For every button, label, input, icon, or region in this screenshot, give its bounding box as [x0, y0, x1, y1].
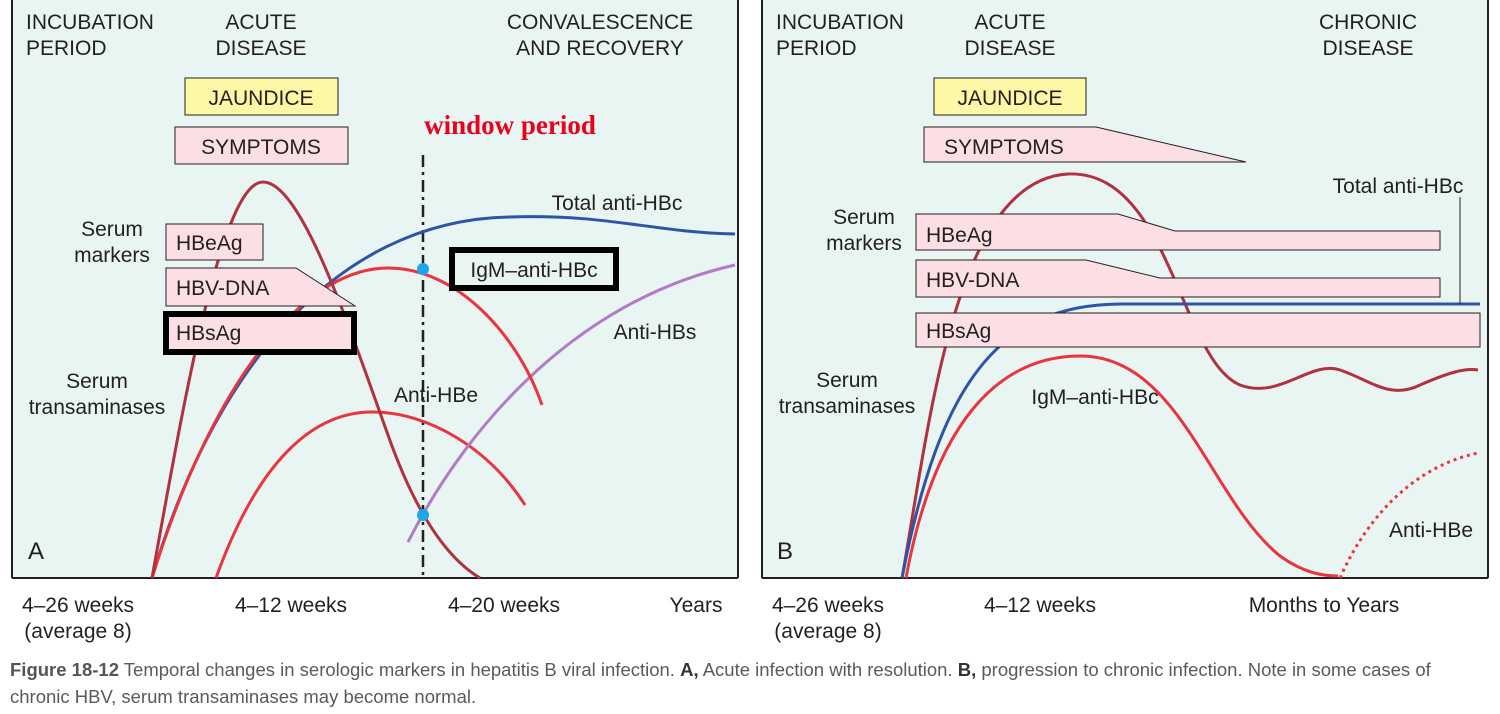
hbeag-label-b: HBeAg [926, 224, 993, 247]
hbvdna-box-b [915, 259, 1441, 298]
phase-chronic-line1: CHRONIC [1319, 11, 1417, 34]
x-label-recovery-a: 4–20 weeks [448, 594, 560, 617]
phase-chronic-line2: DISEASE [1322, 37, 1413, 60]
igm-anti-hbc-label-b: IgM–anti-HBc [1031, 386, 1158, 409]
caption-text-2: Acute infection with resolution. [698, 659, 958, 680]
hbvdna-label: HBV-DNA [176, 277, 269, 300]
window-marker-igm [417, 263, 429, 275]
igm-anti-hbc-curve-b [904, 354, 1339, 579]
igm-anti-hbc-label: IgM–anti-HBc [470, 259, 597, 282]
x-label-acute-b: 4–12 weeks [984, 594, 1096, 617]
total-anti-hbc-curve-b [900, 302, 1480, 579]
serum-transaminases-label-b-line2: transaminases [779, 395, 916, 418]
phase-incubation-b-line1: INCUBATION [776, 11, 904, 34]
igm-anti-hbc-curve [150, 266, 544, 579]
serum-markers-label-line1: Serum [81, 218, 143, 241]
serum-transaminases-label-b-line1: Serum [816, 369, 878, 392]
serum-markers-label-b-line1: Serum [833, 206, 895, 229]
phase-acute-line2: DISEASE [215, 37, 306, 60]
x-label-incubation-b-line2: (average 8) [774, 620, 881, 643]
jaundice-box-b [933, 77, 1087, 116]
hbsag-box [163, 311, 357, 355]
serum-markers-label-line2: markers [74, 244, 150, 267]
panel-a: INCUBATION PERIOD ACUTE DISEASE CONVALES… [11, 0, 739, 643]
phase-incubation-line2: PERIOD [26, 37, 107, 60]
symptoms-label: SYMPTOMS [201, 136, 321, 159]
x-label-acute-a: 4–12 weeks [235, 594, 347, 617]
phase-incubation-b-line2: PERIOD [776, 37, 857, 60]
hbsag-label-b: HBsAg [926, 320, 991, 343]
serum-markers-label-b-line2: markers [826, 232, 902, 255]
window-marker-transaminases [417, 509, 429, 521]
anti-hbs-label: Anti-HBs [614, 321, 697, 344]
hbsag-box-b [915, 312, 1481, 348]
anti-hbe-curve [214, 410, 527, 579]
jaundice-label: JAUNDICE [208, 87, 313, 110]
panel-a-letter: A [28, 538, 44, 565]
x-label-incubation-b-line1: 4–26 weeks [772, 594, 884, 617]
total-anti-hbc-label-b: Total anti-HBc [1333, 175, 1464, 198]
symptoms-box [174, 126, 349, 165]
x-label-incubation-a-line1: 4–26 weeks [22, 594, 134, 617]
symptoms-box-b [923, 126, 1247, 163]
panel-b-letter: B [777, 538, 793, 565]
jaundice-label-b: JAUNDICE [957, 87, 1062, 110]
caption-text-3: progression to chronic infection. Note i… [10, 659, 1431, 707]
serum-transaminases-label-line2: transaminases [29, 396, 166, 419]
x-label-chronic-b: Months to Years [1249, 594, 1400, 617]
phase-incubation-line1: INCUBATION [26, 11, 154, 34]
hbvdna-box [165, 267, 357, 307]
anti-hbe-label: Anti-HBe [394, 384, 478, 407]
panel-b: INCUBATION PERIOD ACUTE DISEASE CHRONIC … [761, 0, 1489, 643]
panel-a-background [12, 0, 738, 578]
hbeag-box [165, 223, 264, 261]
figure-caption: Figure 18-12 Temporal changes in serolog… [10, 656, 1490, 710]
caption-a-label: A, [680, 659, 699, 680]
window-period-label: window period [424, 110, 596, 140]
phase-acute-b-line2: DISEASE [964, 37, 1055, 60]
serum-transaminases-label-line1: Serum [66, 370, 128, 393]
x-label-end-a: Years [670, 594, 723, 617]
caption-b-label: B, [957, 659, 977, 680]
hbvdna-label-b: HBV-DNA [926, 269, 1019, 292]
jaundice-box [184, 77, 339, 116]
x-label-incubation-a-line2: (average 8) [24, 620, 131, 643]
phase-acute-line1: ACUTE [225, 11, 296, 34]
igm-anti-hbc-label-box [449, 247, 619, 291]
hbeag-box-b [915, 213, 1441, 251]
symptoms-label-b: SYMPTOMS [944, 136, 1064, 159]
phase-acute-b-line1: ACUTE [974, 11, 1045, 34]
phase-recovery-line2: AND RECOVERY [516, 37, 684, 60]
hbsag-label: HBsAg [176, 322, 241, 345]
figure-label: Figure 18-12 [10, 659, 119, 680]
hbeag-label: HBeAg [176, 232, 243, 255]
total-anti-hbc-label: Total anti-HBc [552, 192, 683, 215]
phase-recovery-line1: CONVALESCENCE [507, 11, 693, 34]
caption-text-1: Temporal changes in serologic markers in… [119, 659, 681, 680]
anti-hbs-curve [406, 263, 736, 543]
anti-hbe-label-b: Anti-HBe [1389, 519, 1473, 542]
